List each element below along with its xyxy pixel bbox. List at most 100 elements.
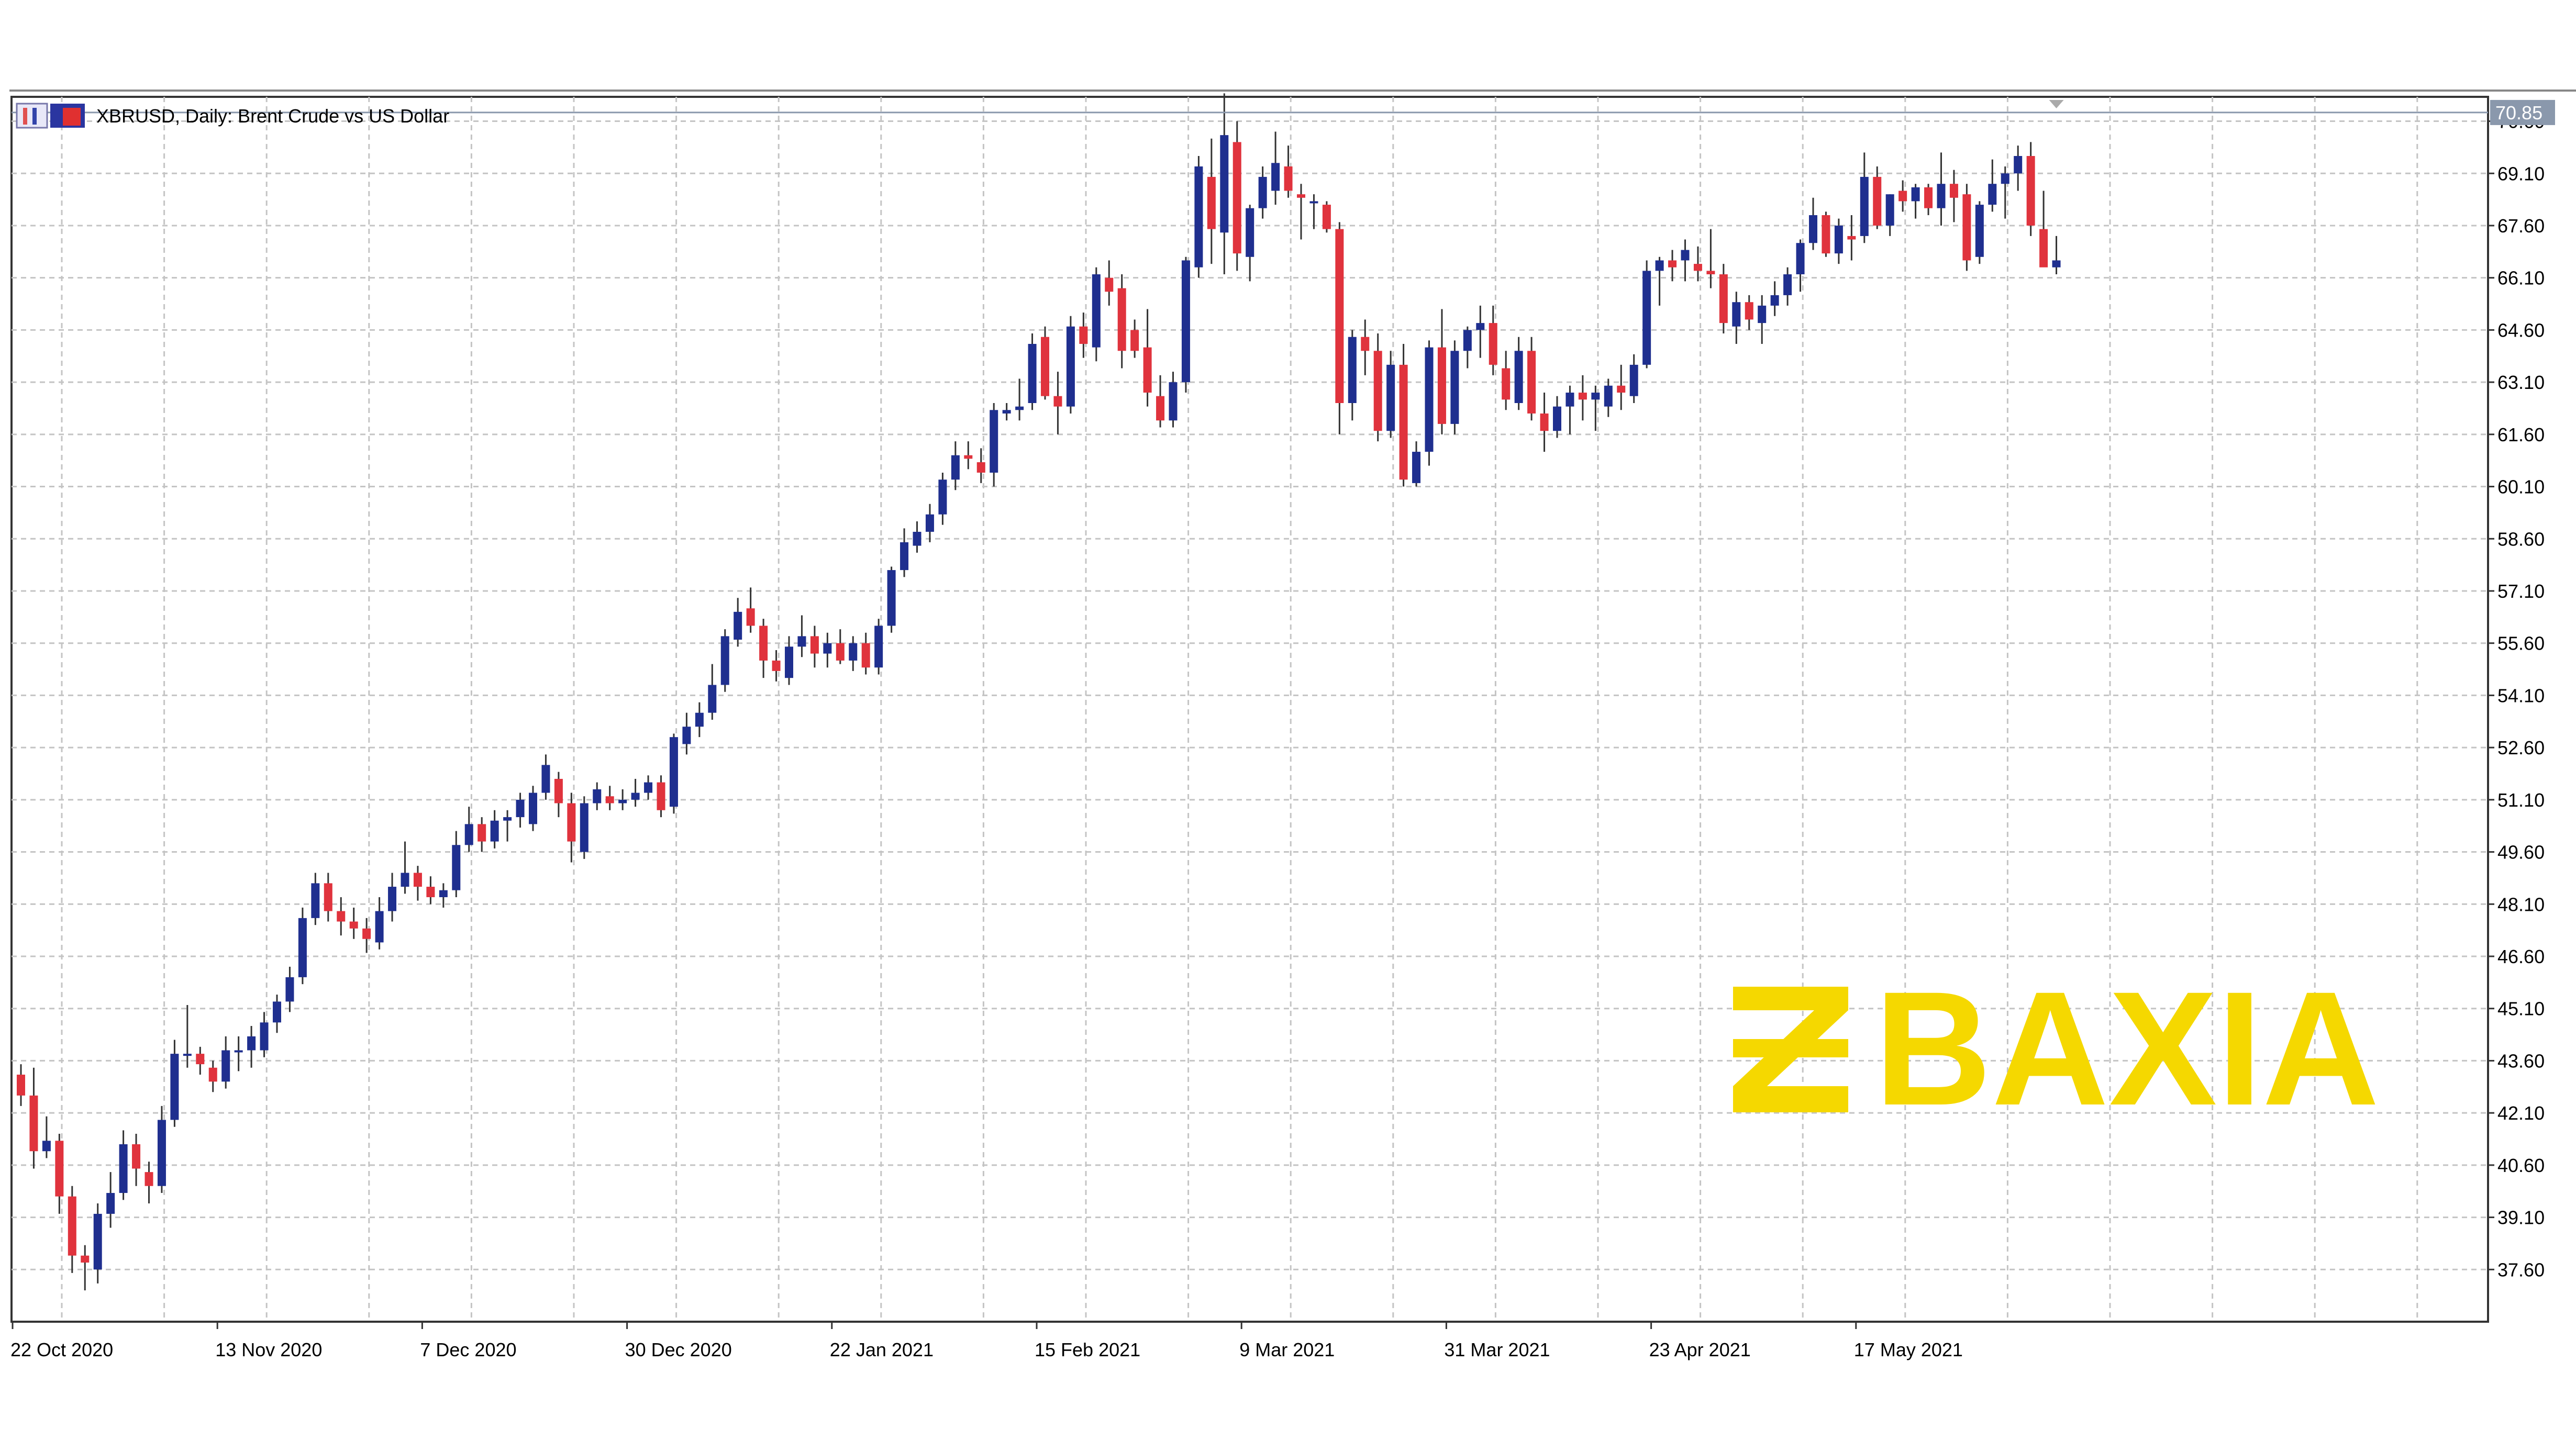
price-tick-label: 55.60 <box>2497 633 2545 654</box>
candle-body <box>1425 347 1434 452</box>
candle-body <box>1911 187 1920 202</box>
symbol-title: XBRUSD, Daily: Brent Crude vs US Dollar <box>96 105 449 127</box>
candle-body <box>1629 364 1638 396</box>
time-tick-label: 15 Feb 2021 <box>1035 1339 1140 1360</box>
price-tick-label: 64.60 <box>2497 319 2545 341</box>
candle-body <box>925 514 934 532</box>
candle-body <box>1617 385 1626 393</box>
candle-body <box>81 1255 90 1263</box>
candle-body <box>1822 215 1830 254</box>
candle-body <box>1322 205 1331 229</box>
candle-body <box>2014 156 2023 174</box>
candle-body <box>529 793 537 824</box>
time-tick-label: 9 Mar 2021 <box>1239 1339 1335 1360</box>
candle-body <box>541 765 550 793</box>
candle-body <box>1143 347 1152 393</box>
logo-bar-bottom <box>1733 1086 1848 1112</box>
candle-body <box>478 824 486 842</box>
price-axis[interactable]: 37.60 39.10 40.60 42.10 43.60 45.10 46.60 48.10… <box>12 99 2555 1280</box>
candle-body <box>1898 191 1907 202</box>
chart-type-icon-bars <box>23 108 27 125</box>
candle-body <box>1732 302 1741 327</box>
candle-body <box>132 1144 141 1169</box>
last-bar-marker-icon <box>2049 100 2064 108</box>
baxia-watermark: BAXIA <box>1733 957 2380 1139</box>
candle-body <box>1053 396 1062 407</box>
price-tick-label: 66.10 <box>2497 267 2545 289</box>
candle-body <box>1156 396 1165 421</box>
candle-body <box>2039 229 2048 267</box>
candle-body <box>976 462 985 473</box>
candle-body <box>1220 135 1229 233</box>
candle-body <box>669 737 678 807</box>
time-tick-label: 30 Dec 2020 <box>625 1339 732 1360</box>
candle-body <box>823 643 832 654</box>
candle-body <box>93 1213 102 1270</box>
candle-body <box>682 727 691 744</box>
candle-body <box>106 1193 115 1214</box>
candle-body <box>1463 330 1472 351</box>
candle-body <box>759 626 768 661</box>
candle-body <box>1668 260 1677 267</box>
candle-body <box>1284 166 1293 191</box>
candle-body <box>1489 323 1497 365</box>
candle-body <box>1783 274 1792 295</box>
candle-body <box>1169 382 1178 421</box>
candle-body <box>1655 260 1664 271</box>
candle-body <box>1962 194 1971 261</box>
candle-body <box>1309 201 1318 204</box>
candle-body <box>785 646 793 678</box>
candle-body <box>464 824 473 845</box>
candle-body <box>234 1050 243 1053</box>
candle-body <box>1373 351 1382 431</box>
last-price-tag <box>2490 99 2555 125</box>
candle-body <box>593 789 602 803</box>
candle-body <box>439 890 448 897</box>
price-tick-label: 57.10 <box>2497 581 2545 602</box>
candle-body <box>1079 326 1088 344</box>
logo-bar-top <box>1733 987 1848 1010</box>
candle-body <box>452 845 461 890</box>
candle-body <box>1028 343 1037 403</box>
candle-body <box>1719 274 1728 323</box>
candle-body <box>324 883 332 911</box>
price-tick-label: 48.10 <box>2497 894 2545 915</box>
candle-body <box>644 782 653 793</box>
candle-body <box>29 1095 38 1152</box>
price-tick-label: 37.60 <box>2497 1259 2545 1280</box>
time-axis[interactable]: 22 Oct 2020 13 Nov 2020 7 Dec 2020 30 Dec 2… <box>10 1322 1963 1360</box>
candle-body <box>708 685 717 713</box>
price-tick-label: 67.60 <box>2497 215 2545 237</box>
price-tick-label: 42.10 <box>2497 1102 2545 1124</box>
candle-body <box>1105 277 1114 292</box>
candle-body <box>170 1054 179 1120</box>
candle-body <box>1706 271 1715 275</box>
candle-body <box>1437 347 1446 424</box>
candle-body <box>913 531 921 546</box>
time-tick-label: 22 Jan 2021 <box>830 1339 934 1360</box>
baxia-wordmark: BAXIA <box>1874 957 2380 1139</box>
candle-body <box>1246 208 1254 257</box>
candle-body <box>695 712 704 727</box>
candle-body <box>797 636 806 647</box>
candle-body <box>1847 236 1856 240</box>
candle-body <box>426 887 435 897</box>
candle-body <box>221 1050 230 1082</box>
chart-type-icon[interactable] <box>16 103 48 129</box>
candle-body <box>1693 264 1702 271</box>
candle-body <box>887 570 896 626</box>
candle-body <box>746 608 755 626</box>
candle-body <box>1002 410 1011 414</box>
candle-body <box>362 928 371 939</box>
candle-body <box>1834 225 1843 254</box>
candle-body <box>720 636 729 685</box>
candle-body <box>1604 385 1613 407</box>
candle-body <box>900 542 909 571</box>
candle-body <box>1681 250 1690 261</box>
candle-body <box>1476 323 1485 330</box>
candle-body <box>1207 176 1216 229</box>
candle-body <box>861 643 870 668</box>
price-tick-label: 40.60 <box>2497 1155 2545 1176</box>
time-tick-label: 31 Mar 2021 <box>1444 1339 1550 1360</box>
